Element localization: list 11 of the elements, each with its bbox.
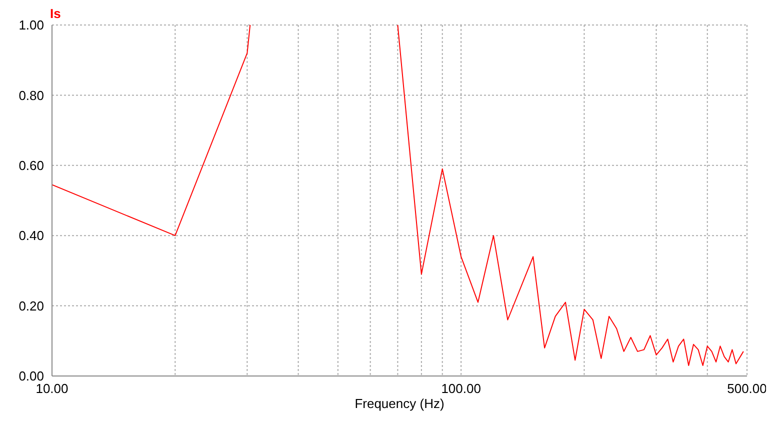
x-tick-label: 500.00 <box>727 381 767 396</box>
y-tick-label: 1.00 <box>18 18 44 33</box>
x-tick-label: 10.00 <box>36 381 68 396</box>
y-tick-label: 0.00 <box>18 368 44 384</box>
y-tick-label: 0.20 <box>18 298 44 314</box>
y-tick-label: 0.80 <box>18 88 44 103</box>
y-tick-label: 0.60 <box>18 158 44 174</box>
x-axis-title: Frequency (Hz) <box>354 396 444 411</box>
y-tick-label: 0.40 <box>18 228 44 244</box>
text: Is <box>50 6 61 21</box>
x-tick-label: 100.00 <box>441 381 481 396</box>
